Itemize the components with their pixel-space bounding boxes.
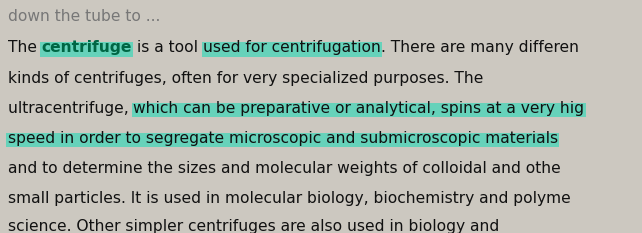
Text: speed in order to segregate microscopic and submicroscopic materials: speed in order to segregate microscopic … xyxy=(8,131,558,146)
Text: centrifuge: centrifuge xyxy=(42,40,132,55)
FancyBboxPatch shape xyxy=(202,42,382,57)
Text: used for centrifugation: used for centrifugation xyxy=(203,40,381,55)
Text: ultracentrifuge,: ultracentrifuge, xyxy=(8,101,134,116)
Text: The: The xyxy=(8,40,42,55)
Text: kinds of centrifuges, often for very specialized purposes. The: kinds of centrifuges, often for very spe… xyxy=(8,71,483,86)
Text: small particles. It is used in molecular biology, biochemistry and polyme: small particles. It is used in molecular… xyxy=(8,191,571,206)
FancyBboxPatch shape xyxy=(6,133,559,147)
Text: which can be preparative or analytical, spins at a very hig: which can be preparative or analytical, … xyxy=(134,101,584,116)
FancyBboxPatch shape xyxy=(40,42,134,57)
Text: . There are many differen: . There are many differen xyxy=(381,40,578,55)
Text: science. Other simpler centrifuges are also used in biology and: science. Other simpler centrifuges are a… xyxy=(8,219,499,233)
Text: and to determine the sizes and molecular weights of colloidal and othe: and to determine the sizes and molecular… xyxy=(8,161,560,176)
Text: down the tube to ...: down the tube to ... xyxy=(8,9,160,24)
FancyBboxPatch shape xyxy=(132,103,586,117)
Text: is a tool: is a tool xyxy=(132,40,203,55)
